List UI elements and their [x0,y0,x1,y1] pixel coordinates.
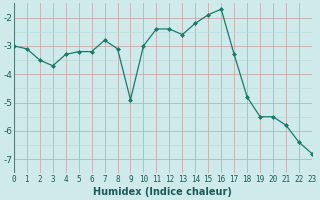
X-axis label: Humidex (Indice chaleur): Humidex (Indice chaleur) [93,187,232,197]
